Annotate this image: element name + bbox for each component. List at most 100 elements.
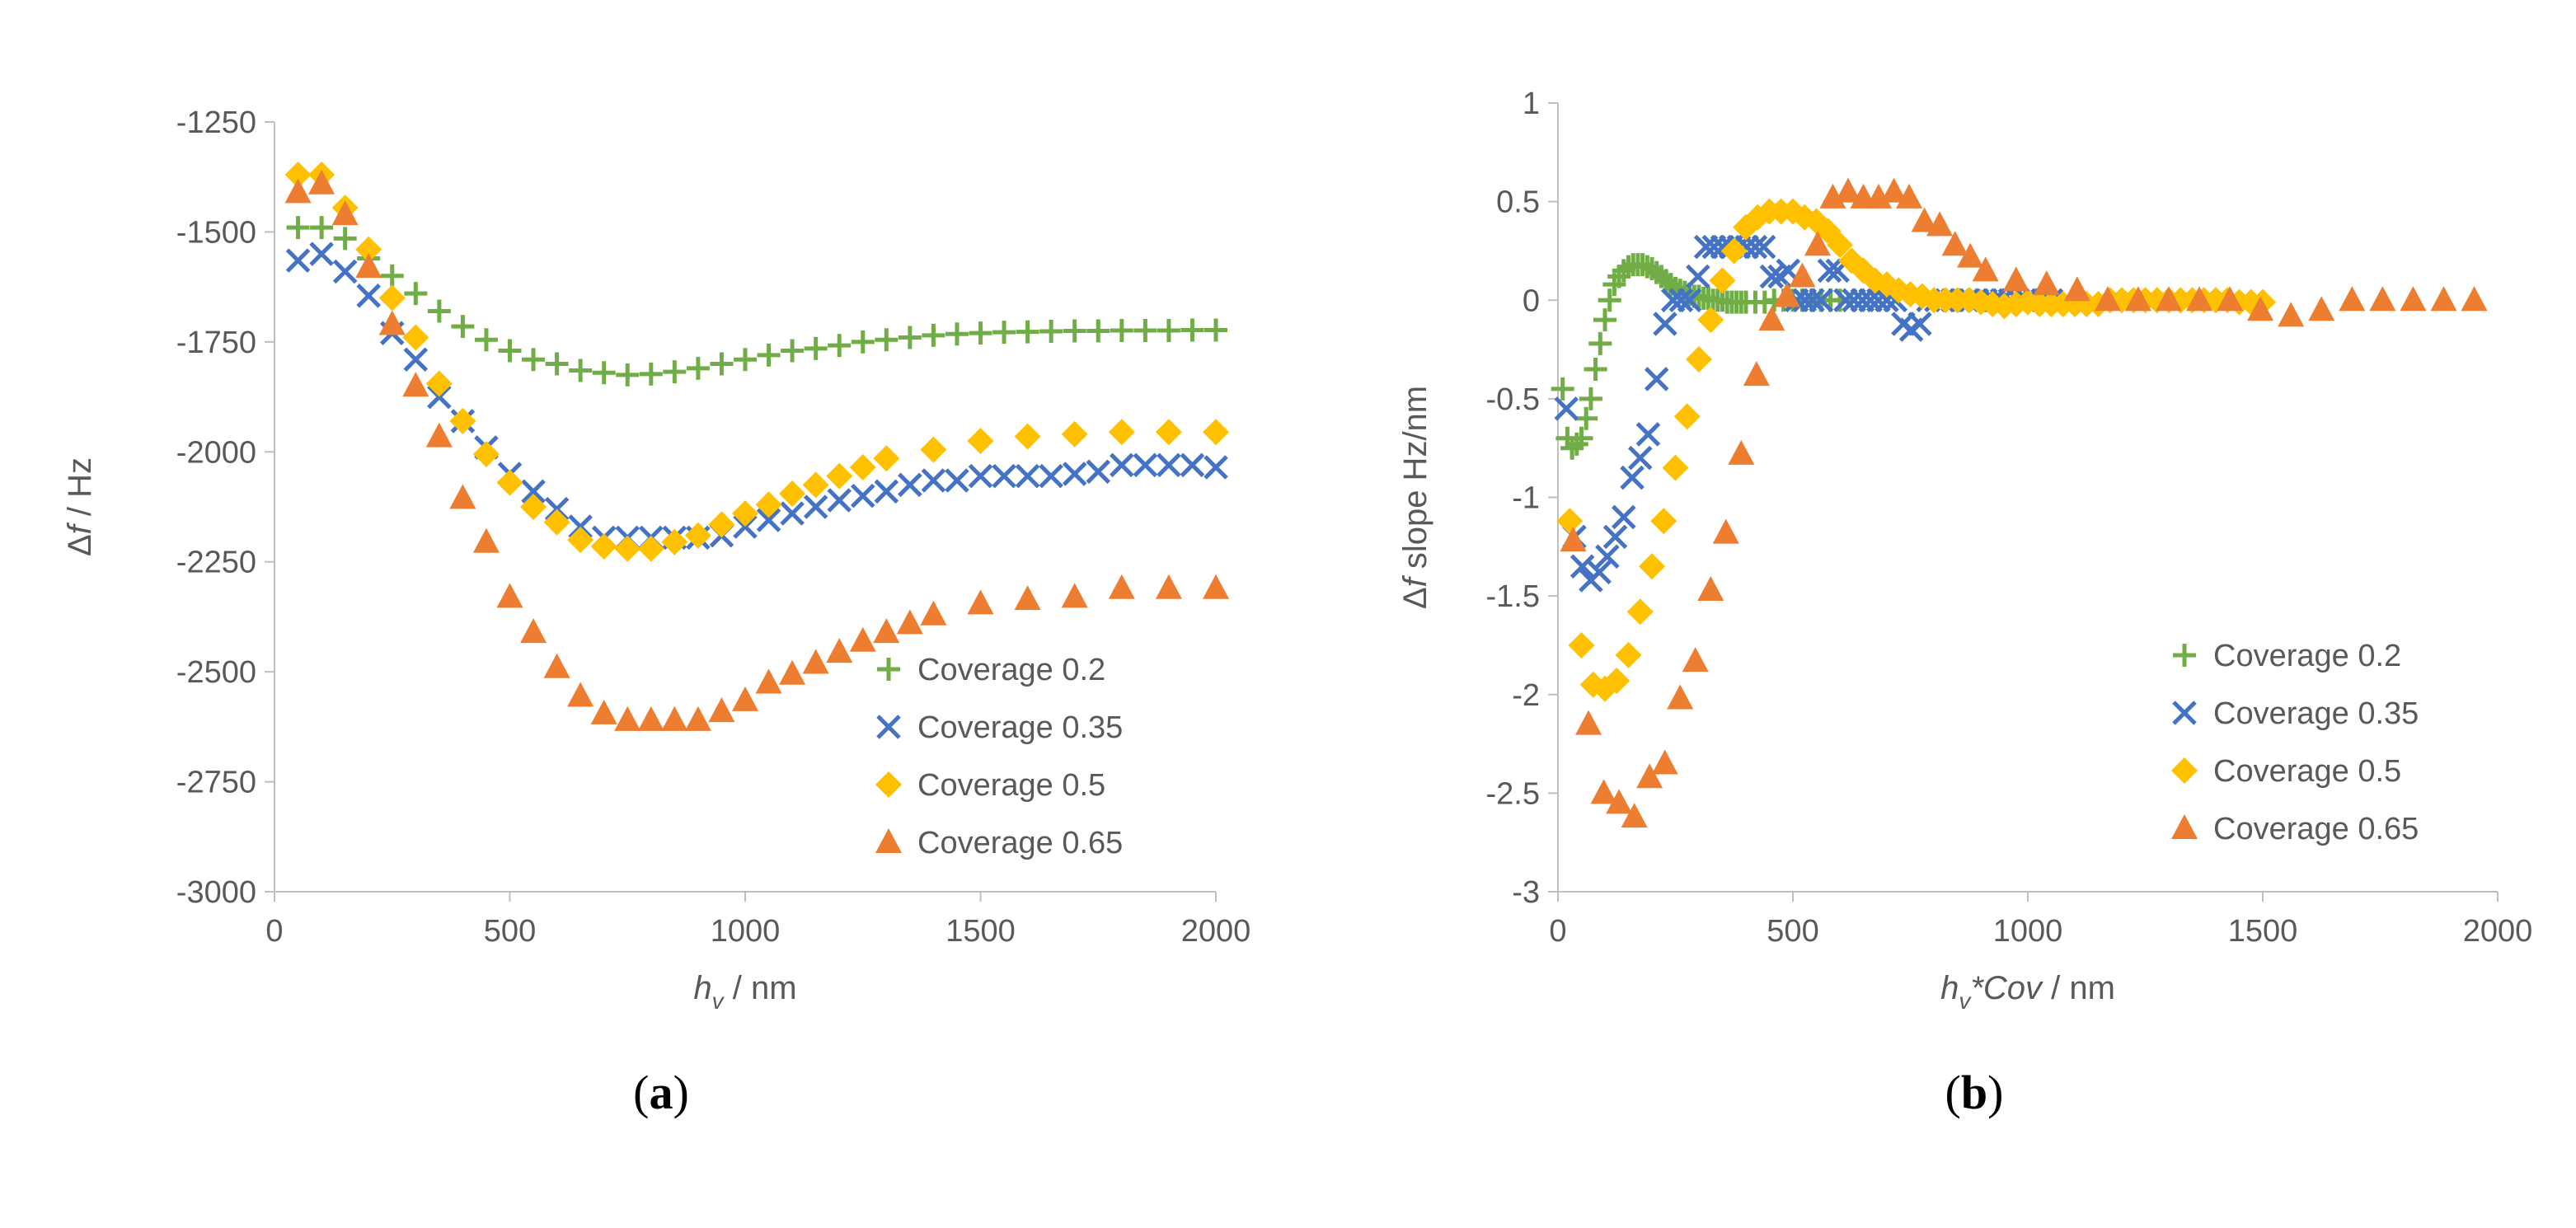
panel-a-data-point xyxy=(356,284,381,308)
panel-a-data-point xyxy=(898,472,922,498)
panel-a-data-point xyxy=(781,339,805,363)
panel-b-y-tick-label: 1 xyxy=(1523,87,1540,121)
panel-a-legend-entry: Coverage 0.35 xyxy=(876,710,1123,745)
panel-a-data-point xyxy=(308,169,335,195)
panel-a-data-point xyxy=(875,328,899,352)
panel-a-data-point xyxy=(920,600,947,626)
panel-a-data-point xyxy=(496,583,523,608)
panel-b-x-tick-label: 1000 xyxy=(1993,914,2063,949)
panel-a-y-tick-label: -2750 xyxy=(176,766,256,800)
panel-a-data-point xyxy=(637,535,664,562)
panel-a-y-tick-label: -1750 xyxy=(176,326,256,360)
panel-a-data-point xyxy=(945,468,969,493)
panel-b-data-point xyxy=(1603,668,1631,695)
panel-a-data-point xyxy=(474,328,498,352)
panel-a-data-point xyxy=(544,496,570,522)
panel-a-x-tick-label: 500 xyxy=(484,914,536,949)
panel-a-data-point xyxy=(355,236,382,263)
panel-a-data-point xyxy=(592,361,616,385)
panel-a-data-point xyxy=(1108,574,1135,599)
panel-b-data-point xyxy=(2156,286,2182,312)
panel-a-data-point xyxy=(1110,318,1133,342)
panel-a-data-point xyxy=(780,501,805,526)
panel-a-data-point xyxy=(1203,574,1229,599)
panel-a-data-point xyxy=(1204,318,1227,342)
panel-a-data-point xyxy=(969,321,992,345)
panel-a-data-point xyxy=(380,264,404,288)
panel-b-data-point xyxy=(1758,306,1785,331)
panel-b-data-point xyxy=(1667,684,1694,710)
panel-a-data-point xyxy=(802,471,829,499)
panel-a-data-point xyxy=(1014,585,1041,611)
panel-b-data-point xyxy=(1650,508,1677,535)
panel-a-data-point xyxy=(684,522,711,549)
panel-a-y-axis-title: Δf / Hz xyxy=(62,457,98,556)
panel-a-data-point xyxy=(568,514,593,539)
panel-b-data-point xyxy=(2063,276,2090,302)
panel-a-data-point xyxy=(851,330,875,354)
panel-a-legend-label: Coverage 0.5 xyxy=(917,768,1105,803)
panel-a-data-point xyxy=(1203,419,1229,446)
panel-a-legend-marker xyxy=(876,715,901,739)
panel-a-data-point xyxy=(425,370,453,397)
panel-b-data-point xyxy=(1644,367,1669,391)
panel-b-data-point xyxy=(1554,396,1579,421)
panel-a-data-point xyxy=(472,440,500,467)
panel-b-data-point xyxy=(1907,312,1932,336)
panel-a-data-point xyxy=(684,705,711,731)
panel-a-data-point xyxy=(802,649,829,674)
panel-b-data-point xyxy=(2369,286,2396,312)
panel-b-legend-marker xyxy=(2171,757,2198,784)
panel-a-data-point xyxy=(543,653,570,678)
panel-a-legend-label: Coverage 0.35 xyxy=(917,710,1123,745)
panel-b-x-tick-label: 0 xyxy=(1549,914,1566,949)
panel-b-data-point xyxy=(1556,508,1584,535)
panel-a-data-point xyxy=(920,436,947,463)
panel-b-data-point xyxy=(1728,439,1755,465)
panel-a-data-point xyxy=(496,469,523,496)
panel-a-data-point xyxy=(472,527,500,553)
panel-b-y-tick-label: -1.5 xyxy=(1486,579,1540,614)
panel-b-data-point xyxy=(1668,288,1694,313)
panel-a-data-point xyxy=(1157,318,1180,342)
panel-a-data-point xyxy=(332,259,358,284)
panel-b-data-point xyxy=(1972,256,1999,282)
panel-b-y-tick-label: 0.5 xyxy=(1496,185,1540,220)
panel-a-x-tick-label: 1000 xyxy=(711,914,781,949)
panel-a-data-point xyxy=(945,322,969,346)
panel-b-data-point xyxy=(1606,789,1633,814)
panel-a-data-point xyxy=(520,494,547,520)
panel-a-data-point xyxy=(992,463,1016,489)
panel-b-data-point xyxy=(1743,234,1768,260)
panel-a-data-point xyxy=(451,315,475,339)
panel-b-data-point xyxy=(1957,242,1984,268)
panel-a-y-tick-label: -2250 xyxy=(176,546,256,580)
panel-b-data-point xyxy=(1880,177,1907,203)
panel-b-data-point xyxy=(1911,207,1938,232)
panel-b-data-point xyxy=(1800,288,1825,313)
panel-a-data-point xyxy=(1155,419,1182,446)
panel-b-data-point xyxy=(1720,237,1748,265)
panel-b-data-point xyxy=(1570,554,1595,579)
panel-a-data-point xyxy=(590,699,617,724)
panel-b-data-point xyxy=(1615,641,1642,668)
panel-b-data-point xyxy=(1636,763,1663,789)
panel-a-data-point xyxy=(755,668,782,694)
panel-b-data-point xyxy=(1743,361,1770,387)
panel-b-data-point xyxy=(2217,286,2244,312)
panel-a-data-point xyxy=(333,227,357,251)
panel-a-data-point xyxy=(1180,318,1204,342)
panel-a-data-point xyxy=(404,282,428,306)
panel-b-data-point xyxy=(1587,560,1612,585)
panel-a-data-point xyxy=(663,360,687,384)
panel-a-data-point xyxy=(733,514,758,539)
panel-b-legend-entry: Coverage 0.2 xyxy=(2173,639,2401,673)
panel-a-x-tick-label: 2000 xyxy=(1181,914,1251,949)
panel-a-data-point xyxy=(896,609,923,635)
panel-b-y-tick-label: -1 xyxy=(1512,481,1540,516)
panel-a-data-point xyxy=(873,445,900,472)
panel-a-series-3 xyxy=(284,162,1229,562)
panel-b-label: (b) xyxy=(1945,1066,2004,1119)
panel-b-legend-entry: Coverage 0.5 xyxy=(2171,754,2401,789)
